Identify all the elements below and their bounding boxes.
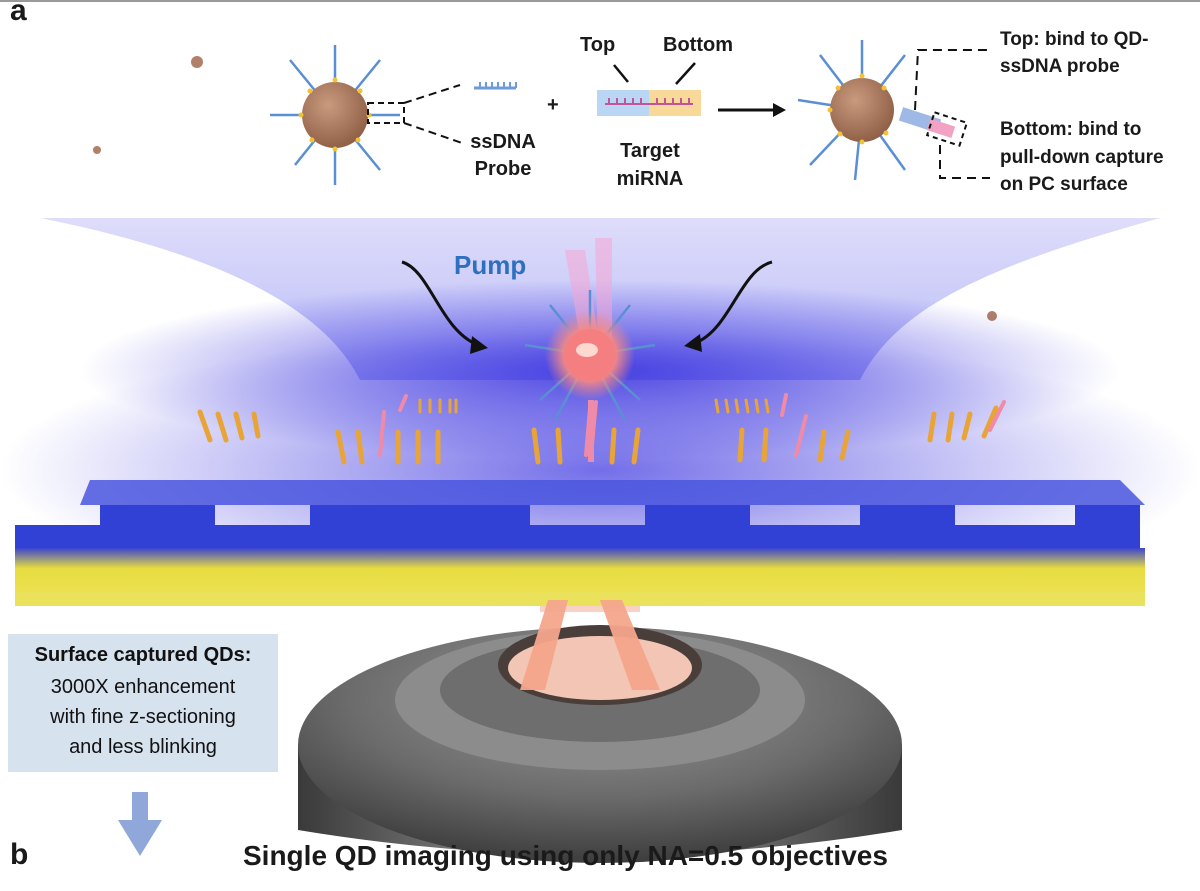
panel-letter-a: a [10, 0, 27, 27]
plus-sign: + [547, 94, 559, 116]
probe-label-line2: Probe [474, 158, 532, 180]
info-box-line3: and less blinking [69, 736, 217, 758]
callout-bottom-line3: on PC surface [1000, 174, 1128, 195]
pump-arrows [401, 260, 773, 354]
capture-probes [197, 393, 1006, 465]
top-label: Top [580, 34, 616, 56]
info-box-line1: 3000X enhancement [50, 676, 236, 698]
info-box: Surface captured QDs: 3000X enhancement … [8, 634, 278, 772]
reaction-arrow [718, 103, 786, 117]
qd-particle [93, 146, 101, 154]
info-box-line2: with fine z-sectioning [50, 706, 236, 728]
pump-label: Pump [454, 250, 527, 280]
bottom-label: Bottom [663, 34, 733, 56]
objective-lens [298, 600, 902, 863]
callout-bottom-line1: Bottom: bind to [1000, 119, 1142, 140]
panel-letter-b: b [10, 838, 29, 871]
callout-top-line1: Top: bind to QD- [1000, 29, 1149, 50]
down-arrow [118, 792, 162, 856]
info-box-title: Surface captured QDs: [34, 644, 252, 666]
target-label-line2: miRNA [616, 168, 684, 190]
callout-bottom-line2: pull-down capture [1000, 147, 1164, 168]
callout-top-line2: ssDNA probe [1000, 56, 1120, 77]
panel-b-title: Single QD imaging using only NA=0.5 obje… [243, 840, 888, 871]
photonic-crystal-surface [0, 330, 1200, 610]
qd-mirna-complex [797, 40, 990, 181]
probe-label-line1: ssDNA [470, 131, 536, 153]
qd-probe-particle [270, 45, 518, 185]
target-label-line1: Target [620, 140, 680, 162]
emitting-qd [524, 238, 656, 462]
qd-particle [191, 56, 203, 68]
target-mirna [597, 62, 701, 116]
